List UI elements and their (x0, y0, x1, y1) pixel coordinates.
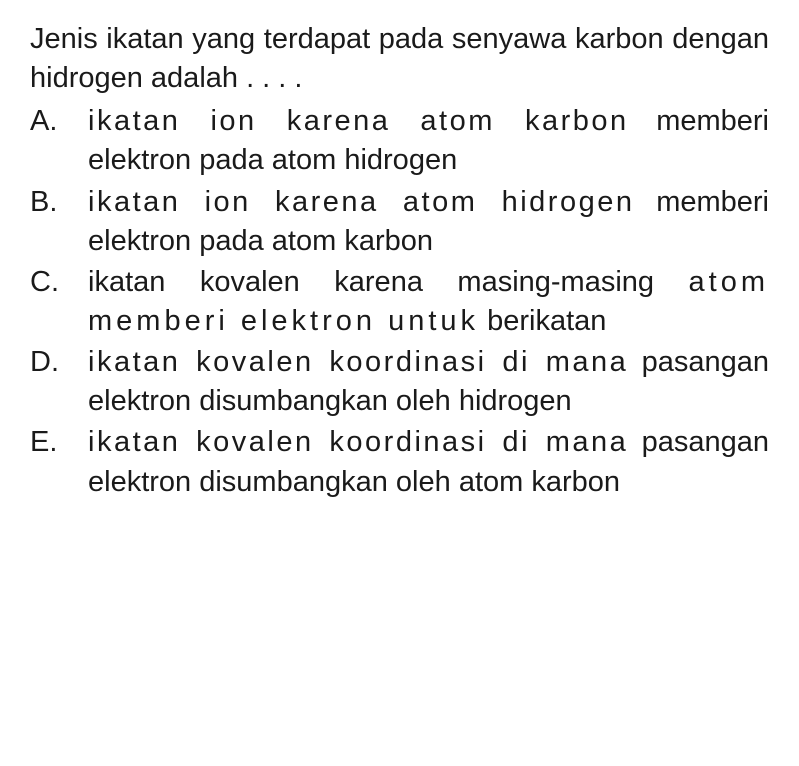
option-label-d: D. (30, 343, 88, 382)
option-c: C. ikatan kovalen karena masing-masing a… (30, 263, 769, 341)
option-d: D. ikatan kovalen koordinasi di mana pas… (30, 343, 769, 421)
option-a-line1: ikatan ion karena atom karbon (88, 105, 629, 137)
option-text-d: ikatan kovalen koordinasi di mana pasang… (88, 343, 769, 421)
option-e-line1: ikatan kovalen koordinasi di mana (88, 426, 628, 458)
option-d-line1: ikatan kovalen koordinasi di mana (88, 346, 628, 378)
option-text-b: ikatan ion karena atom hidrogen memberi … (88, 183, 769, 261)
option-d-line3: hidrogen (459, 385, 572, 417)
option-b-line1: ikatan ion karena atom hidrogen (88, 186, 634, 218)
option-b: B. ikatan ion karena atom hidrogen membe… (30, 183, 769, 261)
option-label-b: B. (30, 183, 88, 222)
option-label-c: C. (30, 263, 88, 302)
option-e-line3: atom karbon (459, 466, 620, 498)
option-label-a: A. (30, 102, 88, 141)
option-text-c: ikatan kovalen karena masing-masing atom… (88, 263, 769, 341)
option-text-e: ikatan kovalen koordinasi di mana pasang… (88, 423, 769, 501)
option-label-e: E. (30, 423, 88, 462)
option-a: A. ikatan ion karena atom karbon memberi… (30, 102, 769, 180)
question-line1: Jenis ikatan yang terdapat pada senyawa (30, 23, 566, 55)
option-c-line3: berikatan (487, 305, 606, 337)
question-stem: Jenis ikatan yang terdapat pada senyawa … (30, 20, 769, 98)
options-list: A. ikatan ion karena atom karbon memberi… (30, 102, 769, 501)
option-text-a: ikatan ion karena atom karbon memberi el… (88, 102, 769, 180)
option-c-line1: ikatan kovalen karena masing-masing (88, 266, 654, 298)
option-e: E. ikatan kovalen koordinasi di mana pas… (30, 423, 769, 501)
